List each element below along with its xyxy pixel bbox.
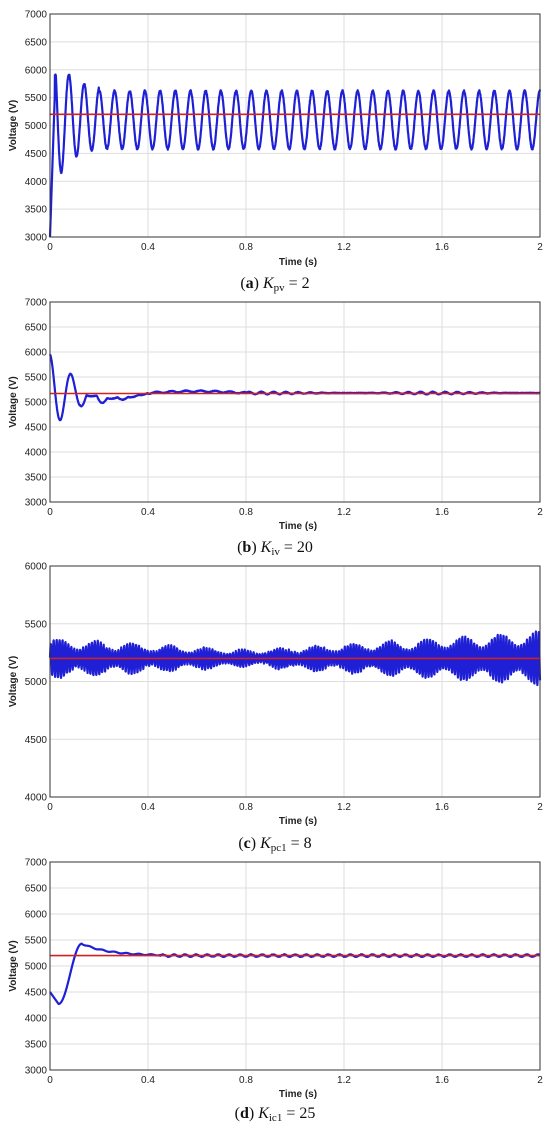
- y-tick-label: 4000: [25, 1014, 48, 1025]
- y-tick-label: 4500: [25, 423, 48, 434]
- x-axis-label: Time (s): [279, 816, 317, 827]
- x-axis-label: Time (s): [279, 1089, 317, 1100]
- y-tick-label: 5500: [25, 93, 48, 104]
- chart-panel-d: 0 0.4 0.8 1.2 1.6 2 3000 3500 4000 4500 5000 5500 60…: [8, 858, 543, 1125]
- y-axis-label: Voltage (V): [8, 940, 19, 991]
- y-tick-label: 5500: [25, 619, 48, 630]
- x-tick-label: 0: [47, 1075, 53, 1086]
- x-tick-label: 1.2: [337, 242, 351, 253]
- y-tick-label: 5000: [25, 677, 48, 688]
- x-tick-label: 2: [537, 242, 543, 253]
- y-tick-label: 4000: [25, 448, 48, 459]
- x-tick-label: 1.2: [337, 1075, 351, 1086]
- y-tick-label: 4000: [25, 793, 48, 804]
- chart-panel-c: 0 0.4 0.8 1.2 1.6 2 4000 4500 5000 5500 6000 Time (…: [8, 562, 543, 855]
- y-tick-label: 7000: [25, 298, 48, 309]
- x-tick-label: 0.8: [239, 242, 253, 253]
- chart-panel-a: 0 0.4 0.8 1.2 1.6 2 3000 3500 4000 4500 5000 5500 60…: [8, 10, 543, 295]
- y-tick-label: 6000: [25, 348, 48, 359]
- x-tick-label: 0: [47, 507, 53, 518]
- y-axis-label: Voltage (V): [8, 376, 19, 427]
- x-tick-label: 1.2: [337, 507, 351, 518]
- y-axis-label: Voltage (V): [8, 100, 19, 151]
- y-tick-label: 4500: [25, 735, 48, 746]
- x-tick-label: 2: [537, 507, 543, 518]
- y-tick-label: 4500: [25, 988, 48, 999]
- y-tick-label: 3000: [25, 498, 48, 509]
- y-tick-label: 3000: [25, 233, 48, 244]
- plot-frame: [49, 861, 541, 1071]
- y-tick-label: 7000: [25, 10, 48, 21]
- y-tick-label: 3000: [25, 1066, 48, 1077]
- panel-caption: (b) Kiv = 20: [237, 539, 313, 558]
- chart-panel-b: 0 0.4 0.8 1.2 1.6 2 3000 3500 4000 4500 5000 5500 60…: [8, 298, 543, 559]
- y-tick-label: 5000: [25, 121, 48, 132]
- x-tick-label: 0.8: [239, 1075, 253, 1086]
- y-tick-label: 5000: [25, 398, 48, 409]
- y-axis-label: Voltage (V): [8, 656, 19, 707]
- x-tick-label: 0.8: [239, 802, 253, 813]
- y-tick-label: 7000: [25, 858, 48, 869]
- x-tick-label: 1.2: [337, 802, 351, 813]
- x-tick-label: 1.6: [435, 242, 449, 253]
- x-tick-label: 0: [47, 802, 53, 813]
- x-tick-label: 0.8: [239, 507, 253, 518]
- y-tick-label: 6500: [25, 323, 48, 334]
- series-voltage-line: [48, 73, 542, 238]
- y-tick-label: 5000: [25, 962, 48, 973]
- x-tick-label: 1.6: [435, 802, 449, 813]
- panel-caption: (c) Kpc1 = 8: [238, 835, 311, 854]
- x-axis-label: Time (s): [279, 257, 317, 268]
- series-voltage-line: [48, 630, 542, 687]
- plot-frame: [49, 13, 541, 238]
- x-tick-label: 0.4: [141, 1075, 155, 1086]
- y-tick-label: 6500: [25, 37, 48, 48]
- y-tick-label: 6500: [25, 884, 48, 895]
- x-tick-label: 0.4: [141, 242, 155, 253]
- y-tick-label: 4000: [25, 177, 48, 188]
- plot-frame: [49, 301, 541, 503]
- x-tick-label: 1.6: [435, 507, 449, 518]
- plot-frame: [49, 565, 541, 798]
- x-axis-label: Time (s): [279, 521, 317, 532]
- x-tick-label: 2: [537, 802, 543, 813]
- y-tick-label: 3500: [25, 473, 48, 484]
- x-tick-label: 0.4: [141, 507, 155, 518]
- y-tick-label: 3500: [25, 1040, 48, 1051]
- panel-caption: (a) Kpv = 2: [240, 275, 309, 294]
- panel-caption: (d) Kic1 = 25: [235, 1105, 316, 1124]
- y-tick-label: 3500: [25, 205, 48, 216]
- y-tick-label: 4500: [25, 149, 48, 160]
- x-tick-label: 0.4: [141, 802, 155, 813]
- y-tick-label: 6000: [25, 65, 48, 76]
- y-tick-label: 5500: [25, 373, 48, 384]
- y-tick-label: 6000: [25, 910, 48, 921]
- x-tick-label: 0: [47, 242, 53, 253]
- y-tick-label: 5500: [25, 936, 48, 947]
- y-tick-label: 6000: [25, 562, 48, 573]
- x-tick-label: 1.6: [435, 1075, 449, 1086]
- x-tick-label: 2: [537, 1075, 543, 1086]
